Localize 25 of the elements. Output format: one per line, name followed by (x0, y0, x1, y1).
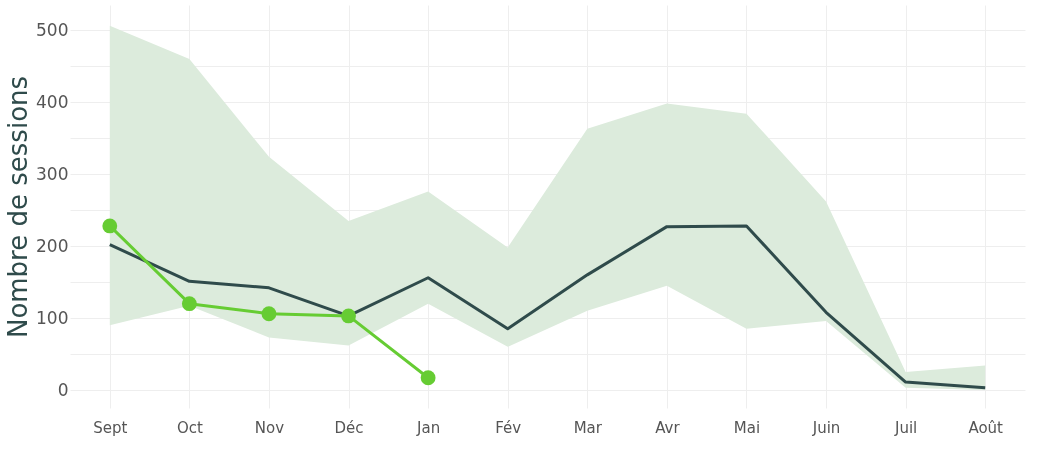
x-tick-label: Jan (416, 418, 441, 437)
x-tick-label: Juil (893, 418, 918, 437)
x-tick-label: Mai (733, 418, 761, 437)
x-tick-label: Avr (655, 418, 681, 437)
x-tick-label: Juin (811, 418, 841, 437)
y-tick-label: 500 (36, 19, 69, 40)
x-tick-label: Fév (495, 418, 522, 437)
y-tick-label: 400 (36, 91, 69, 112)
point (181, 296, 197, 312)
x-tick-label: Nov (254, 418, 285, 437)
y-tick-label: 300 (36, 163, 69, 184)
x-tick-label: Sept (93, 418, 128, 437)
x-tick-label: Août (968, 418, 1004, 437)
y-tick-label: 200 (36, 235, 69, 256)
point (102, 218, 118, 234)
y-axis-title: Nombre de sessions (3, 75, 34, 339)
line-series (108, 224, 987, 390)
y-tick-label: 0 (57, 379, 69, 400)
x-tick-label: Oct (176, 418, 203, 437)
point (341, 308, 356, 324)
y-tick-label: 100 (36, 307, 69, 328)
point (420, 370, 436, 386)
x-tick-label: Mar (573, 418, 603, 437)
point (261, 306, 277, 322)
x-tick-label: Déc (334, 418, 364, 437)
